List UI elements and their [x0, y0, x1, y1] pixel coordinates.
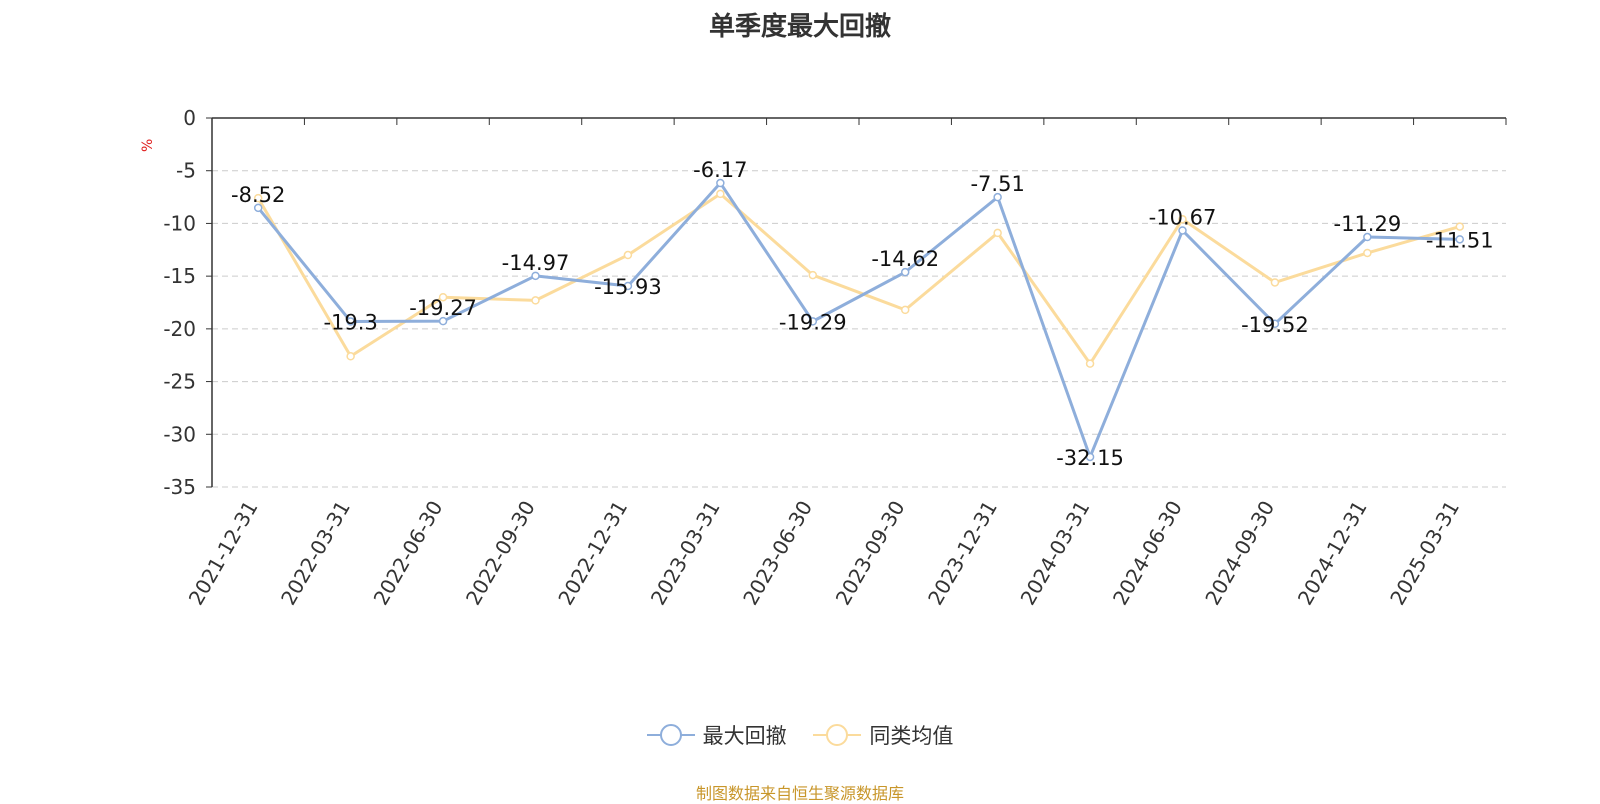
- x-tick-label: 2021-12-31: [184, 497, 263, 610]
- x-tick-label: 2023-06-30: [738, 497, 817, 610]
- x-tick-label: 2022-12-31: [553, 497, 632, 610]
- data-point: [1363, 248, 1372, 258]
- x-tick-label: 2022-09-30: [461, 497, 540, 610]
- data-point: [531, 296, 540, 305]
- data-point: [1085, 359, 1095, 368]
- data-label: -14.62: [871, 247, 939, 271]
- data-label: -8.52: [231, 183, 285, 207]
- y-tick-label: -15: [163, 264, 196, 288]
- data-point: [623, 250, 633, 260]
- x-tick-label: 2023-03-31: [646, 497, 725, 610]
- data-point: [993, 228, 1002, 238]
- x-tick-label: 2023-09-30: [831, 497, 910, 610]
- x-tick-label: 2022-06-30: [368, 496, 447, 609]
- data-label: -11.29: [1334, 212, 1402, 236]
- data-label: -11.51: [1426, 228, 1494, 252]
- y-tick-label: -35: [163, 475, 196, 499]
- data-label: -10.67: [1149, 205, 1217, 229]
- y-tick-label: -30: [163, 422, 196, 446]
- x-tick-label: 2025-03-31: [1385, 497, 1464, 610]
- data-label: -19.29: [779, 310, 847, 334]
- data-point: [900, 305, 910, 315]
- x-tick-label: 2024-06-30: [1108, 497, 1187, 610]
- y-tick-label: -20: [163, 317, 196, 341]
- x-tick-label: 2024-09-30: [1200, 497, 1279, 610]
- data-point: [1085, 452, 1095, 462]
- data-label: -32.15: [1056, 446, 1124, 470]
- legend-item-max-drawdown[interactable]: 最大回撤: [646, 720, 787, 750]
- data-point: [993, 192, 1002, 202]
- data-point: [1270, 319, 1280, 329]
- data-label: -7.51: [970, 172, 1024, 196]
- source-note: 制图数据来自恒生聚源数据库: [695, 784, 904, 803]
- legend-label: 同类均值: [869, 724, 954, 748]
- y-tick-label: 0: [183, 106, 196, 130]
- legend-item-peer-average[interactable]: 同类均值: [813, 720, 953, 750]
- legend-label: 最大回撤: [702, 724, 787, 748]
- data-label: -19.3: [323, 310, 377, 334]
- legend-marker-icon: [813, 724, 862, 746]
- y-tick-label: -25: [163, 370, 196, 394]
- data-point: [531, 271, 540, 281]
- x-tick-label: 2023-12-31: [923, 496, 1002, 609]
- data-point: [900, 267, 910, 277]
- x-tick-label: 2024-03-31: [1015, 497, 1094, 610]
- series-line: [257, 181, 1460, 459]
- data-label: -15.93: [594, 275, 662, 299]
- data-point: [346, 352, 355, 361]
- data-point: [1455, 235, 1465, 244]
- data-point: [253, 193, 263, 203]
- legend: 最大回撤 同类均值: [0, 720, 1600, 751]
- data-point: [1178, 226, 1187, 235]
- data-point: [1363, 232, 1372, 242]
- x-tick-label: 2022-03-31: [276, 497, 355, 610]
- data-point: [623, 281, 633, 291]
- data-point: [1178, 214, 1187, 224]
- y-tick-label: -10: [163, 211, 196, 235]
- data-point: [1455, 222, 1465, 231]
- legend-marker-icon: [646, 724, 695, 746]
- data-point: [716, 189, 725, 199]
- series-line: [256, 192, 1461, 366]
- data-label: -6.17: [693, 158, 747, 182]
- data-label: -14.97: [502, 251, 570, 275]
- data-point: [438, 316, 448, 326]
- chart-title: 单季度最大回撤: [708, 12, 891, 42]
- data-point: [346, 317, 355, 326]
- data-label: -19.52: [1241, 313, 1309, 337]
- data-point: [716, 178, 725, 188]
- data-point: [808, 317, 818, 326]
- data-point: [438, 292, 448, 302]
- data-point: [808, 270, 818, 280]
- data-point: [1270, 278, 1280, 287]
- data-point: [253, 203, 263, 213]
- x-tick-label: 2024-12-31: [1293, 497, 1372, 610]
- y-tick-label: -5: [176, 159, 196, 183]
- data-label: -19.27: [409, 296, 477, 320]
